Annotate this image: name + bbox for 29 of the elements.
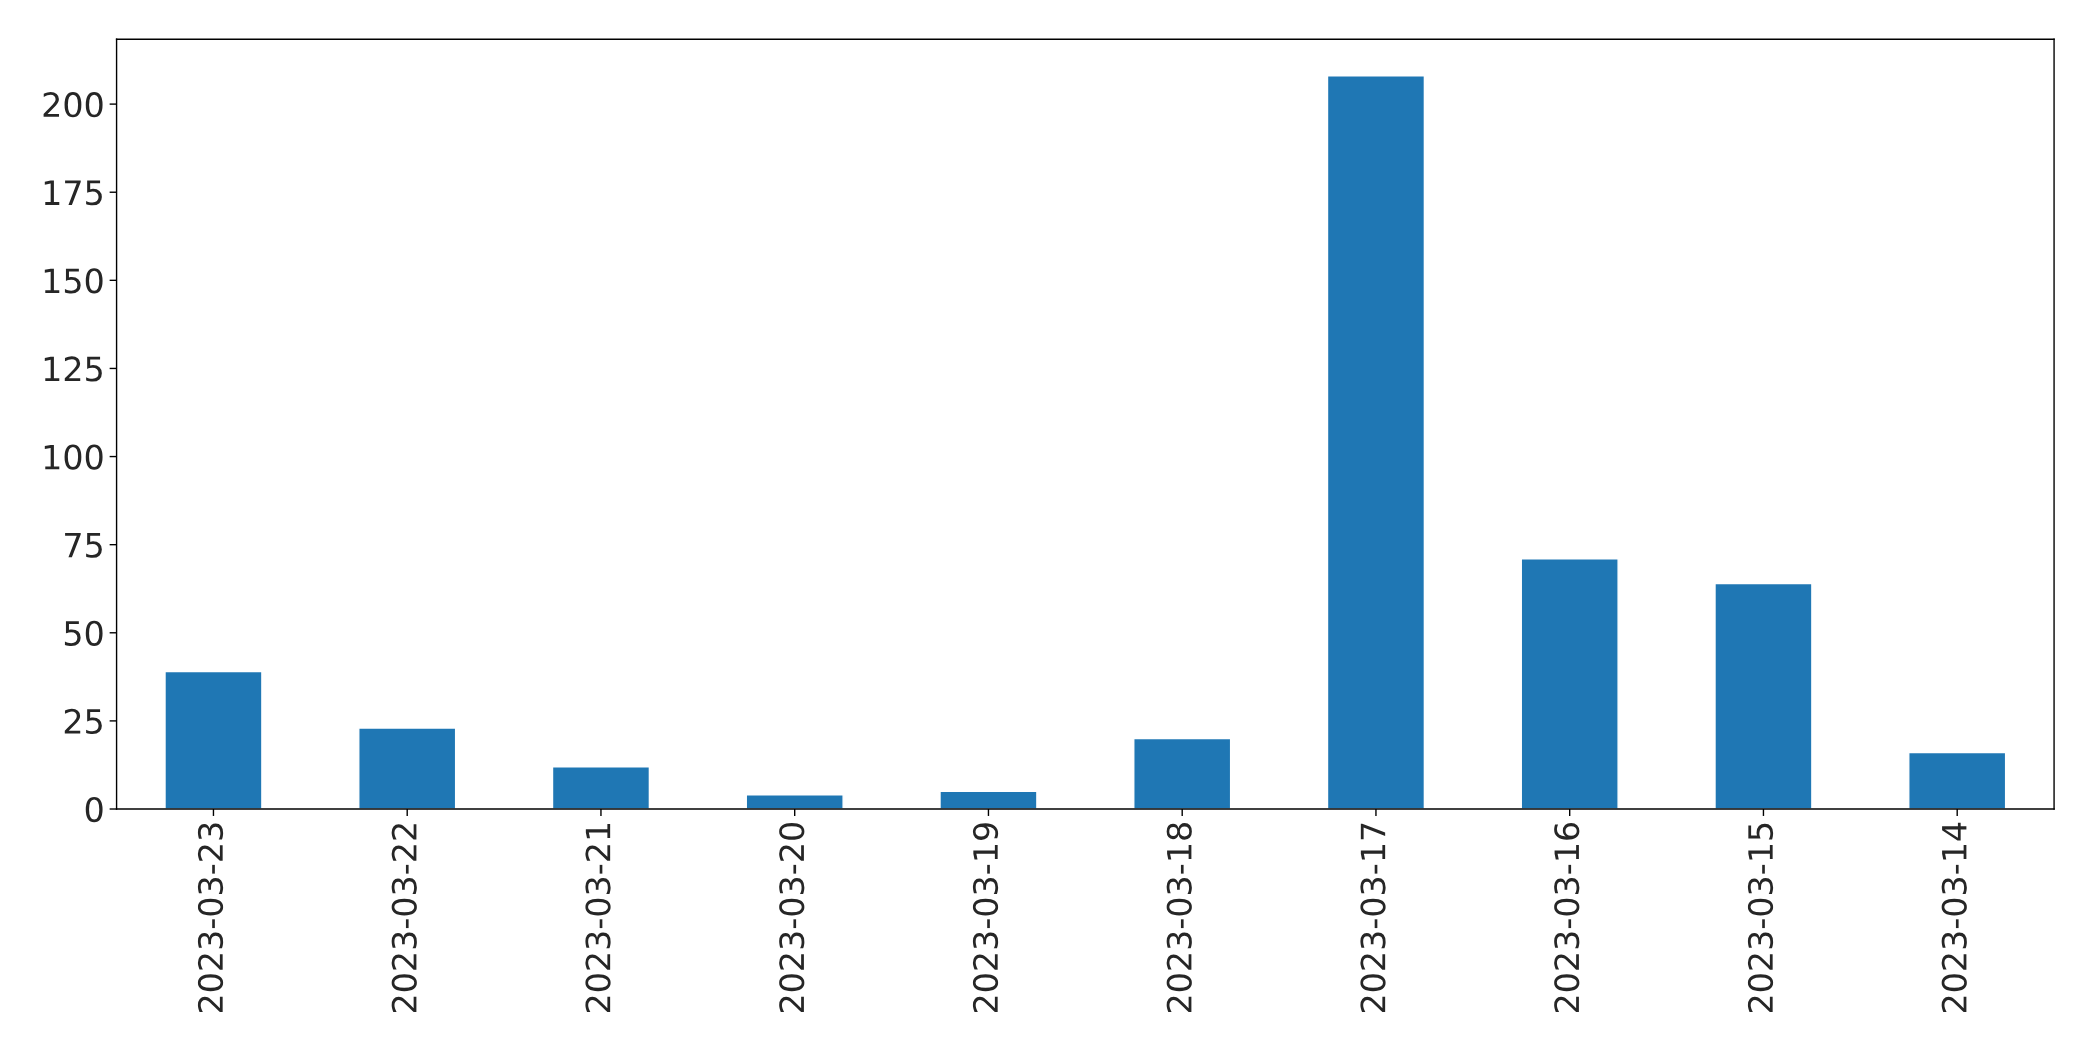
bar — [1520, 558, 1619, 810]
y-tick-label: 200 — [43, 92, 103, 118]
bar — [939, 790, 1038, 810]
y-tick-label: 175 — [44, 180, 102, 206]
bar — [1908, 751, 2007, 810]
bar — [745, 794, 844, 810]
x-tick-label: 2023-03-22 — [391, 824, 417, 1013]
x-tick-label: 2023-03-20 — [779, 823, 805, 1013]
y-tick-label: 100 — [44, 444, 103, 470]
bar — [1714, 582, 1813, 810]
x-tick-label: 2023-03-17 — [1360, 823, 1386, 1013]
bar — [1326, 75, 1426, 810]
bar — [551, 766, 651, 810]
x-tick-label: 2023-03-15 — [1747, 823, 1774, 1013]
x-tick-label: 2023-03-18 — [1166, 823, 1192, 1013]
x-tick-label: 2023-03-14 — [1941, 822, 1967, 1013]
x-tick-label: 2023-03-21 — [585, 823, 611, 1013]
y-tick-label: 50 — [64, 620, 103, 646]
y-tick-label: 0 — [85, 796, 103, 823]
y-tick-label: 75 — [65, 533, 102, 558]
x-tick-label: 2023-03-19 — [972, 823, 999, 1013]
x-tick-label: 2023-03-23 — [197, 823, 224, 1013]
y-tick-label: 125 — [44, 356, 102, 382]
bar — [1133, 737, 1232, 810]
x-tick-label: 2023-03-16 — [1554, 822, 1580, 1013]
bar — [164, 670, 263, 810]
y-tick-label: 25 — [64, 708, 102, 735]
bar — [358, 727, 457, 810]
y-tick-label: 150 — [44, 268, 103, 294]
